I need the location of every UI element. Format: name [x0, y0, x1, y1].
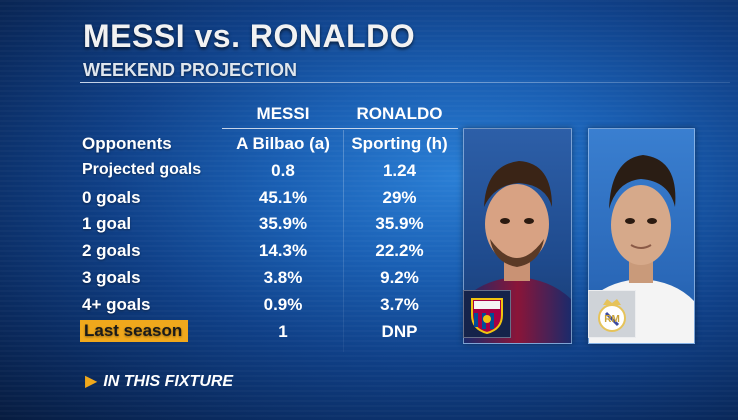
messi-value: 35.9% — [258, 214, 308, 234]
page-subtitle: WEEKEND PROJECTION — [83, 60, 298, 80]
ronaldo-value: 29% — [382, 187, 417, 207]
ronaldo-value: DNP — [381, 321, 418, 341]
ronaldo-value: 3.7% — [380, 294, 419, 314]
column-header-ronaldo: RONALDO — [356, 104, 443, 123]
messi-value: 14.3% — [258, 241, 308, 261]
row-label: 0 goals — [82, 187, 141, 207]
messi-value: A Bilbao (a) — [236, 134, 330, 153]
row-label: Opponents — [82, 134, 172, 153]
column-header-messi: MESSI — [256, 104, 310, 123]
row-label: Projected goals — [82, 160, 202, 178]
row-label: 3 goals — [82, 267, 141, 287]
messi-value: 3.8% — [263, 267, 303, 287]
header-divider — [222, 128, 458, 129]
row-label: 4+ goals — [82, 294, 151, 314]
title-divider — [80, 82, 730, 83]
column-divider — [343, 130, 344, 352]
page-title: MESSI vs. RONALDO — [83, 18, 416, 54]
real-madrid-crest-icon: RM — [588, 290, 636, 338]
ronaldo-value: Sporting (h) — [351, 134, 448, 153]
last-season-label: Last season — [80, 319, 189, 342]
messi-value: 45.1% — [258, 187, 308, 207]
footer-note-text: IN THIS FIXTURE — [103, 373, 234, 390]
messi-value: 0.9% — [263, 294, 303, 314]
footer-note: ▶ IN THIS FIXTURE — [85, 371, 233, 391]
messi-value: 0.8 — [271, 160, 295, 180]
ronaldo-value: 1.24 — [382, 160, 417, 180]
row-label: 1 goal — [82, 214, 132, 234]
ronaldo-value: 9.2% — [380, 267, 419, 287]
row-label: 2 goals — [82, 241, 141, 261]
ronaldo-value: 35.9% — [375, 214, 424, 234]
messi-value: 1 — [278, 321, 288, 341]
ronaldo-value: 22.2% — [375, 241, 424, 261]
ronaldo-photo — [588, 128, 695, 344]
triangle-right-icon: ▶ — [85, 373, 98, 390]
fc-barcelona-crest-icon — [463, 290, 511, 338]
svg-text:RM: RM — [604, 314, 620, 325]
